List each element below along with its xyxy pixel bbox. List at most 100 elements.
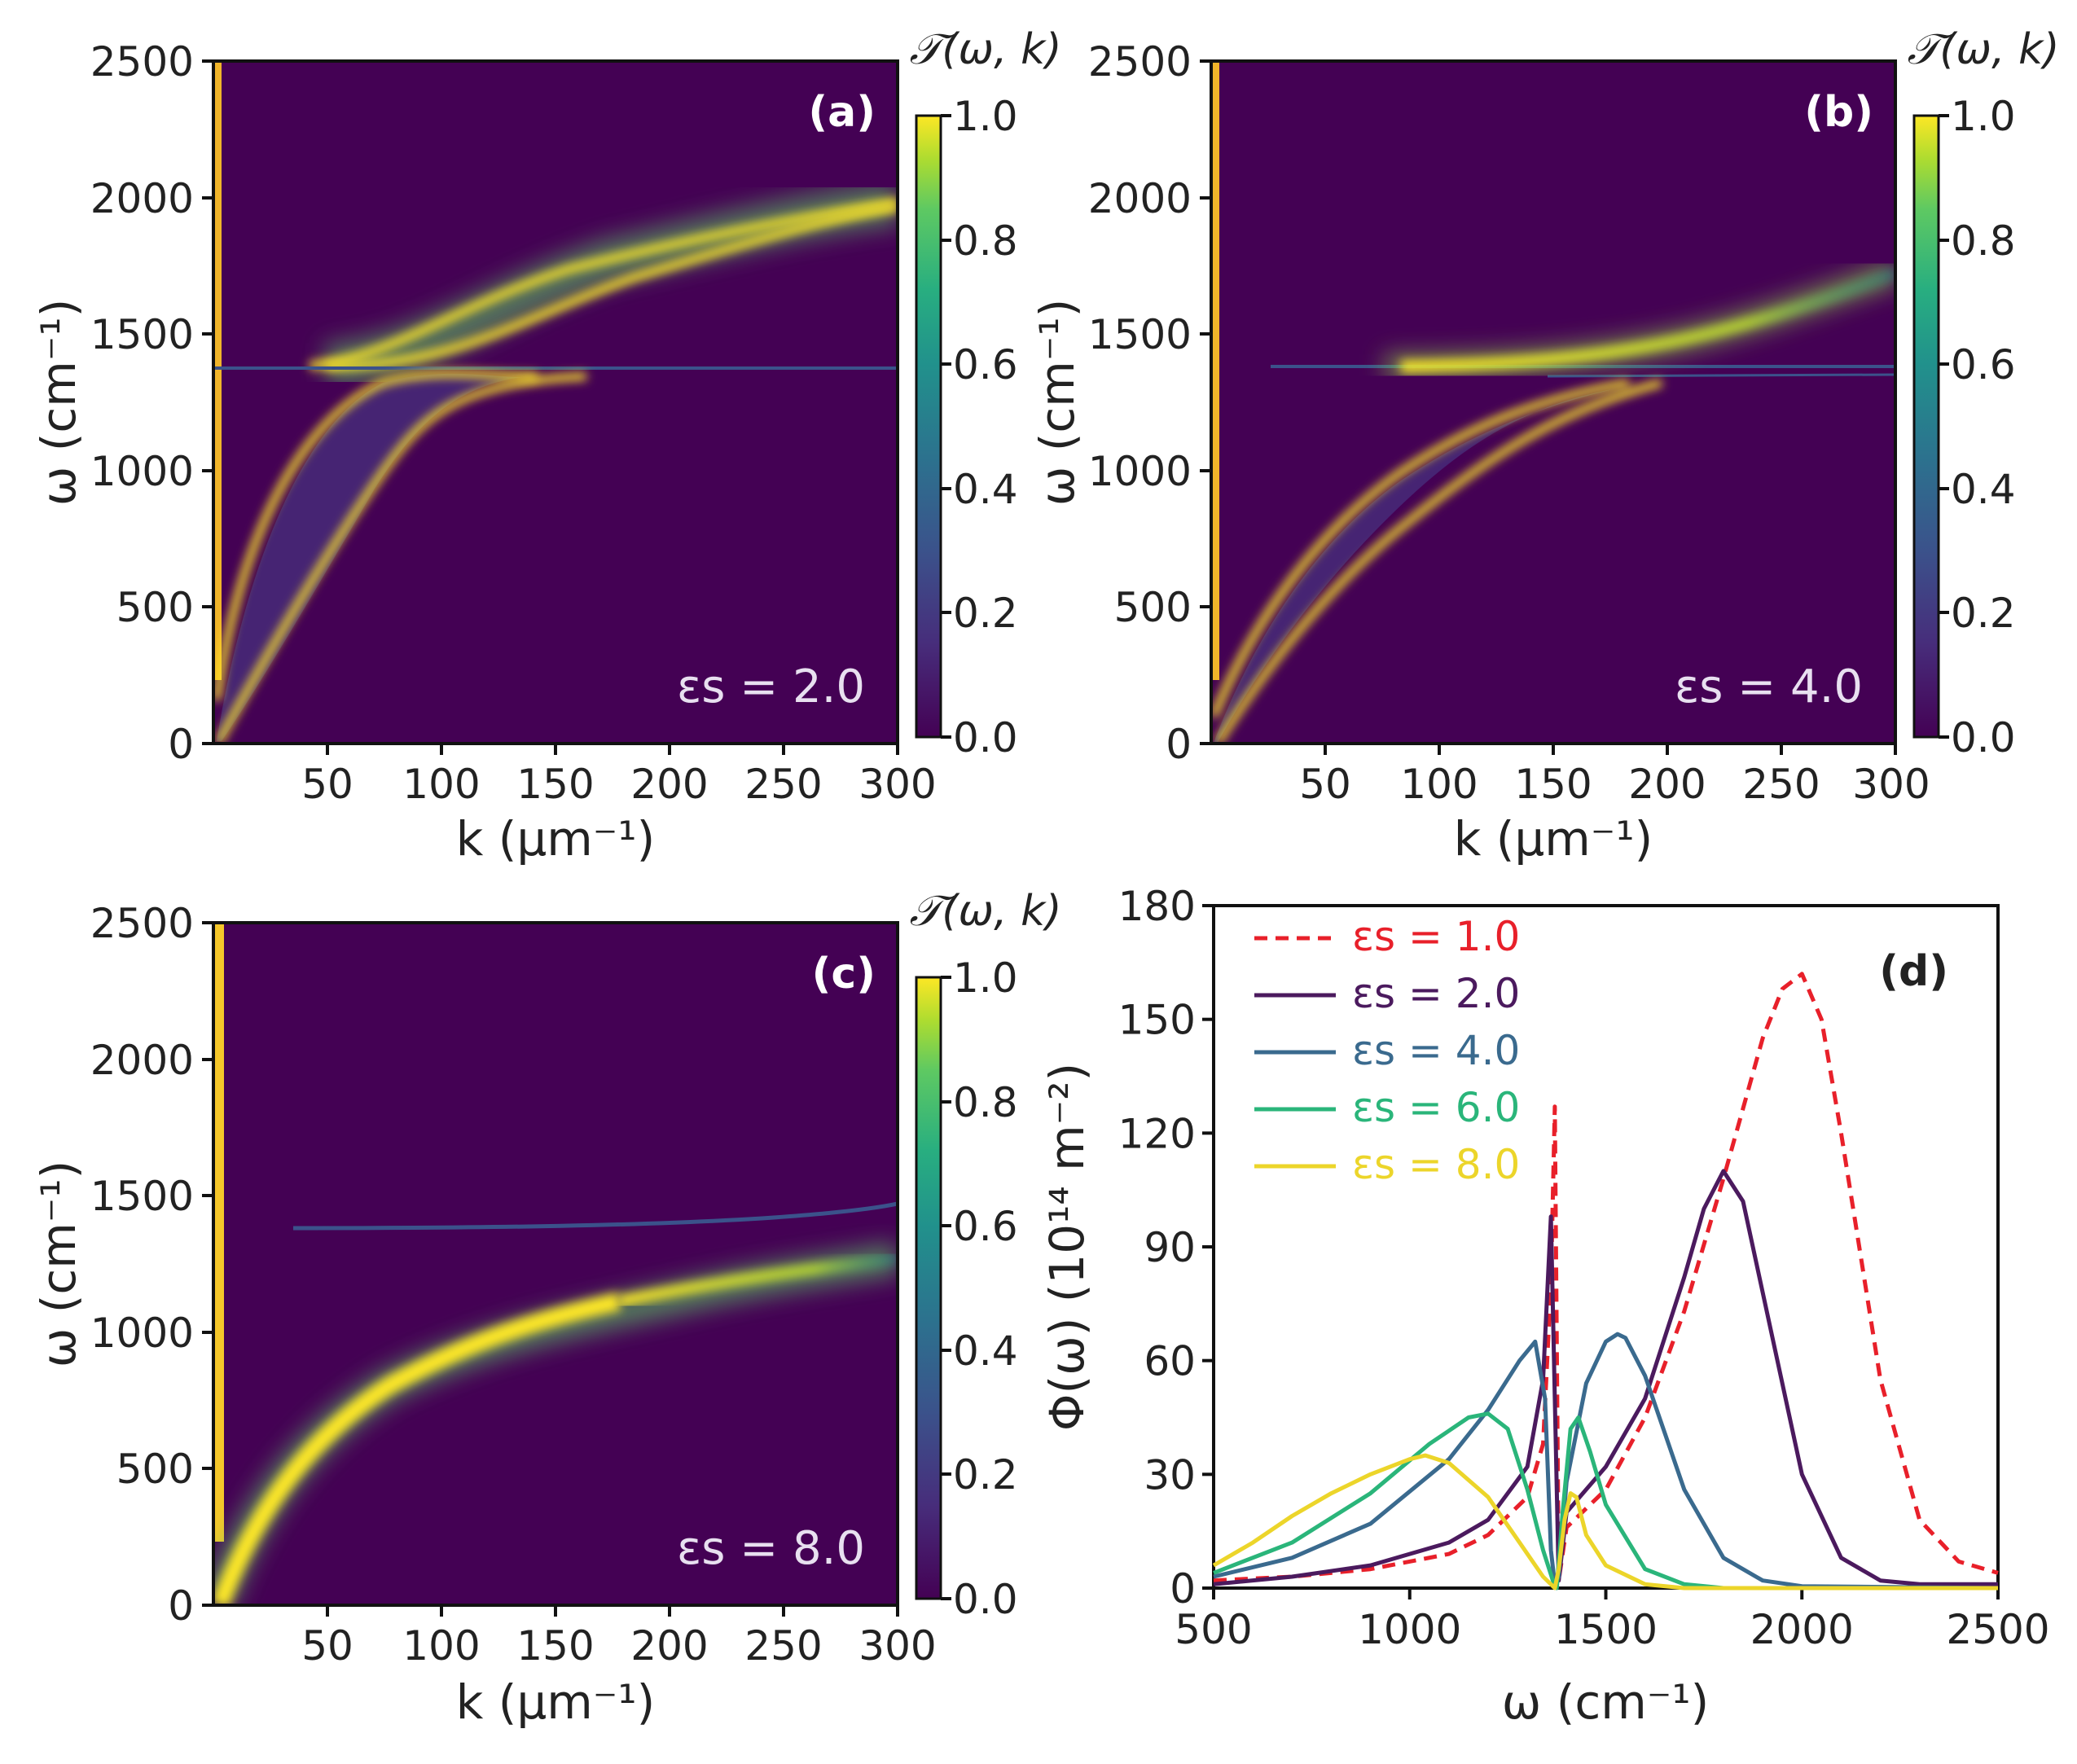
panel-b: 0 500 1000 1500 2000 2500 ω (cm⁻¹) 50 10… [1030, 25, 2060, 867]
x-tick-label: 100 [402, 761, 480, 808]
colorbar-gradient [915, 114, 942, 739]
x-tick-label: 100 [1400, 761, 1478, 808]
light-line [214, 61, 222, 680]
x-axis-label: k (μm⁻¹) [456, 1674, 656, 1730]
series-line [1213, 1169, 1998, 1586]
colorbar-tick-label: 0.8 [953, 1079, 1018, 1126]
colorbar-tick-label: 0.0 [953, 1576, 1018, 1623]
y-axis-label: ω (cm⁻¹) [31, 1161, 86, 1368]
light-line [1212, 61, 1219, 680]
colorbar-tick-label: 0.2 [1951, 590, 2016, 637]
x-tick-label: 200 [1628, 761, 1706, 808]
y-axis: 0 500 1000 1500 2000 2500 ω (cm⁻¹) [31, 38, 213, 768]
x-tick-label: 300 [858, 761, 936, 808]
line-plot-axes: 500 1000 1500 2000 2500 0 30 60 90 120 150 180 [1118, 883, 2050, 1653]
y-tick-label: 1500 [90, 311, 194, 358]
panel-label: (a) [808, 88, 876, 137]
lower-branch-core [213, 1292, 621, 1605]
colorbar-tick-label: 0.6 [953, 341, 1018, 388]
eps-annotation: εs = 2.0 [677, 660, 865, 713]
colorbar-tick-label: 0.2 [953, 590, 1018, 637]
colorbar: 𝒯(ω, k) 0.0 0.2 0.4 0.6 0.8 1.0 [909, 25, 1061, 761]
colorbar: 𝒯(ω, k) 0.0 0.2 0.4 0.6 0.8 1.0 [1907, 25, 2059, 761]
panel-c: 0 500 1000 1500 2000 2500 ω (cm⁻¹) 50 10… [31, 887, 1062, 1730]
legend-label: εs = 2.0 [1352, 970, 1520, 1017]
x-tick-label: 150 [1514, 761, 1592, 808]
y-axis: 0 500 1000 1500 2000 2500 ω (cm⁻¹) [1030, 38, 1211, 768]
resonance-line-lower [1547, 373, 1895, 378]
colorbar-tick-label: 0.8 [1951, 217, 2016, 265]
upper-branch-bottom [325, 204, 898, 371]
y-tick-label: 30 [1144, 1451, 1196, 1499]
colorbar-tick-label: 0.2 [953, 1451, 1018, 1499]
y-tick-label: 180 [1118, 883, 1196, 930]
x-tick-label: 50 [301, 1622, 353, 1670]
y-tick-label: 1500 [1088, 311, 1192, 358]
y-tick-label: 2000 [90, 1037, 194, 1084]
upper-branch-top [309, 198, 898, 370]
lower-branch-right [1214, 379, 1663, 744]
colorbar-tick-label: 0.4 [953, 1327, 1018, 1375]
y-tick-label: 0 [168, 721, 194, 768]
lower-branch-fill [217, 373, 521, 741]
eps-annotation: εs = 8.0 [677, 1522, 865, 1575]
y-tick-label: 1000 [90, 1310, 194, 1357]
y-tick-label: 1000 [1088, 448, 1192, 495]
x-tick-label: 250 [1742, 761, 1820, 808]
y-tick-label: 0 [168, 1582, 194, 1630]
lower-branch-left [213, 370, 538, 701]
x-tick-label: 300 [858, 1622, 936, 1670]
colorbar-tick-label: 0.6 [953, 1203, 1018, 1250]
line-plot-series [1212, 972, 1999, 1591]
colorbar-tick-label: 0.0 [953, 714, 1018, 761]
lower-branch-left [1211, 379, 1630, 718]
colorbar-tick-label: 1.0 [953, 93, 1018, 140]
legend-label: εs = 4.0 [1352, 1027, 1520, 1074]
heatmap-plot-area [213, 61, 898, 744]
x-tick-label: 50 [301, 761, 353, 808]
series-line [1212, 1453, 1998, 1591]
y-tick-label: 500 [1114, 584, 1192, 631]
y-tick-label: 0 [1170, 1565, 1196, 1613]
colorbar-gradient [1912, 114, 1940, 739]
x-tick-label: 50 [1299, 761, 1351, 808]
lower-branch-right [215, 372, 587, 744]
panel-label: (b) [1804, 88, 1873, 137]
y-axis-label: Φ(ω) (10¹⁴ m⁻²) [1039, 1063, 1095, 1431]
legend-label: εs = 6.0 [1352, 1084, 1520, 1131]
panel-label: (d) [1879, 947, 1948, 996]
colorbar-tick-label: 0.8 [953, 217, 1018, 265]
x-tick-label: 1500 [1554, 1606, 1658, 1653]
light-line [214, 923, 224, 1542]
colorbar-tick-label: 0.4 [953, 466, 1018, 513]
y-tick-label: 500 [116, 1446, 194, 1493]
colorbar-tick-label: 0.6 [1951, 341, 2016, 388]
panel-label: (c) [812, 950, 876, 998]
colorbar-tick-label: 1.0 [1951, 93, 2016, 140]
legend-label: εs = 1.0 [1352, 913, 1520, 960]
upper-branch [292, 1201, 898, 1231]
x-axis-label: k (μm⁻¹) [1454, 811, 1653, 867]
heatmap-bands [213, 61, 898, 744]
x-tick-label: 200 [630, 761, 708, 808]
y-tick-label: 120 [1118, 1110, 1196, 1157]
legend-label: εs = 8.0 [1352, 1141, 1520, 1188]
y-tick-label: 2500 [1088, 38, 1192, 86]
x-tick-label: 500 [1175, 1606, 1252, 1653]
x-axis-label: k (μm⁻¹) [456, 811, 656, 867]
colorbar-gradient [915, 976, 942, 1600]
panel-a: 0 500 1000 1500 2000 2500 ω (cm⁻¹) 50 10… [31, 25, 1062, 867]
y-tick-label: 2000 [90, 175, 194, 222]
y-tick-label: 60 [1144, 1338, 1196, 1385]
lower-branch-tail [617, 1253, 898, 1307]
y-tick-label: 90 [1144, 1224, 1196, 1271]
colorbar-title: 𝒯(ω, k) [909, 25, 1061, 74]
colorbar-tick-label: 0.4 [1951, 466, 2016, 513]
y-tick-label: 2000 [1088, 175, 1192, 222]
x-tick-label: 150 [516, 761, 594, 808]
x-tick-label: 150 [516, 1622, 594, 1670]
colorbar-title: 𝒯(ω, k) [1907, 25, 2059, 74]
x-tick-label: 2500 [1946, 1606, 2049, 1653]
x-tick-label: 2000 [1750, 1606, 1854, 1653]
